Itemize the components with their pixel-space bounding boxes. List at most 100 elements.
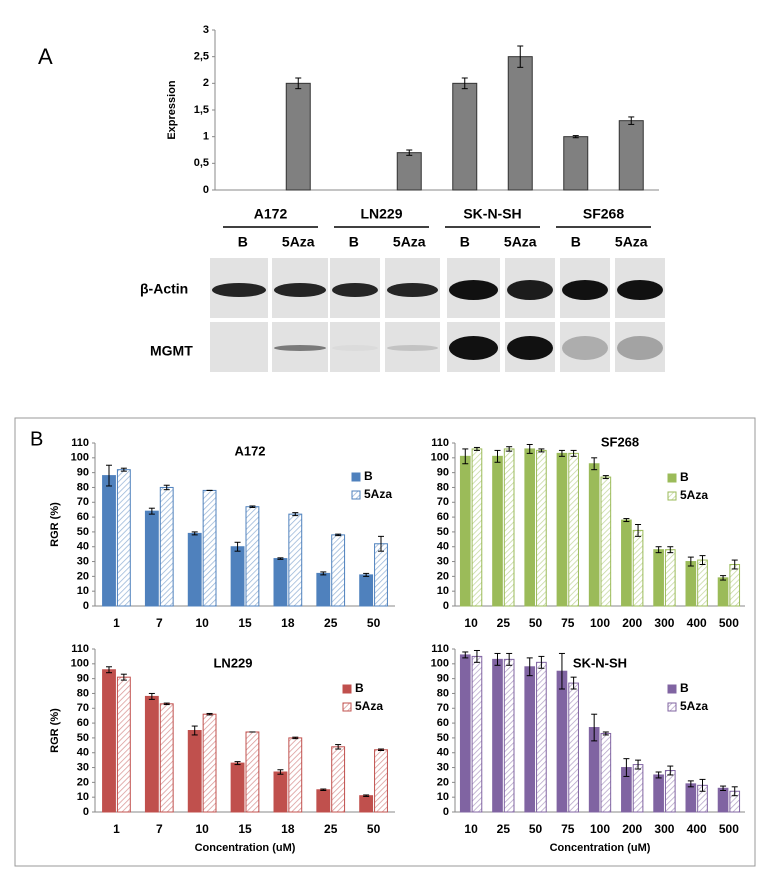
legend-swatch: [667, 702, 677, 712]
bar: [359, 574, 374, 607]
x-tick-label: 100: [590, 616, 610, 630]
error-bar: [494, 652, 501, 666]
bar: [144, 695, 159, 813]
x-tick-label: 18: [281, 822, 295, 836]
bar: [187, 532, 202, 607]
panel-b-frame: [14, 417, 756, 867]
y-tick-label: 40: [77, 747, 89, 759]
y-tick-label: 50: [437, 732, 449, 744]
chart-title: A172: [234, 443, 265, 458]
x-tick-label: 10: [464, 616, 478, 630]
error-bar: [635, 524, 642, 537]
x-tick-label: 200: [622, 822, 642, 836]
error-bar: [206, 712, 213, 716]
y-tick-label: 30: [77, 761, 89, 773]
bar: [159, 486, 174, 607]
x-tick-label: 500: [719, 822, 739, 836]
error-bar: [731, 786, 738, 797]
bar: [202, 489, 217, 607]
x-tick-label: 18: [281, 616, 295, 630]
blot-band: [507, 336, 553, 360]
error-bar: [655, 546, 662, 554]
bar: [600, 476, 612, 607]
y-tick-label: 20: [437, 776, 449, 788]
legend-swatch: [667, 473, 677, 483]
legend-swatch: [351, 490, 361, 500]
y-tick-label: 110: [71, 643, 89, 655]
blot-band: [617, 280, 663, 300]
error-bar: [292, 736, 299, 740]
group-label: LN229: [360, 206, 402, 222]
blot-band: [507, 280, 553, 300]
bar: [524, 448, 536, 607]
y-tick-label: 10: [77, 791, 89, 803]
x-tick-label: 200: [622, 616, 642, 630]
bar: [536, 661, 547, 813]
y-tick-label: 70: [77, 702, 89, 714]
x-axis-label: Concentration (uM): [195, 842, 296, 854]
legend-swatch: [667, 491, 677, 501]
blot-lane: [210, 322, 268, 372]
bar: [331, 534, 346, 607]
bar: [492, 658, 503, 813]
bar: [316, 789, 331, 813]
error-bar: [295, 77, 302, 90]
bar: [664, 549, 676, 607]
x-tick-label: 300: [654, 616, 674, 630]
x-tick-label: 1: [113, 616, 120, 630]
error-bar: [538, 655, 545, 669]
bar: [102, 669, 116, 813]
y-tick-label: 30: [437, 555, 449, 567]
x-tick-label: 5Aza: [615, 234, 648, 250]
bar: [116, 676, 131, 813]
error-bar: [163, 484, 170, 491]
bar: [459, 654, 471, 813]
bar: [600, 732, 612, 813]
error-bar: [462, 448, 469, 465]
blot-band: [212, 283, 266, 297]
error-bar: [320, 571, 327, 576]
error-bar: [526, 657, 533, 677]
x-tick-label: 10: [195, 822, 209, 836]
y-tick-label: 60: [77, 511, 89, 523]
x-tick-label: 75: [561, 822, 575, 836]
x-tick-label: B: [460, 234, 470, 250]
error-bar: [506, 652, 513, 666]
y-tick-label: 30: [77, 555, 89, 567]
chart-title: LN229: [213, 655, 252, 670]
bar: [492, 455, 503, 607]
bar: [653, 549, 664, 607]
bar: [621, 519, 632, 607]
bar: [503, 658, 515, 813]
legend-label: 5Aza: [680, 488, 708, 502]
x-tick-label: 400: [687, 616, 707, 630]
error-bar: [106, 666, 112, 674]
error-bar: [363, 572, 370, 577]
legend-swatch: [342, 702, 352, 712]
legend-swatch: [667, 684, 677, 694]
x-tick-label: 50: [367, 822, 381, 836]
bar: [202, 713, 217, 813]
error-bar: [148, 507, 155, 515]
error-bar: [720, 575, 727, 581]
y-tick-label: 20: [77, 776, 89, 788]
y-tick-label: 0: [443, 806, 449, 818]
bar: [471, 448, 483, 607]
x-tick-label: 400: [687, 822, 707, 836]
group-label: A172: [254, 206, 288, 222]
error-bar: [234, 541, 241, 552]
error-bar: [234, 761, 241, 766]
y-axis-label: RGR (%): [49, 708, 61, 753]
bar: [717, 577, 729, 607]
blot-lane: [385, 322, 440, 372]
legend-label: B: [680, 681, 689, 695]
blot-band: [562, 280, 608, 300]
legend-swatch: [351, 472, 361, 482]
bar: [536, 449, 547, 607]
blot-row-label: β-Actin: [140, 281, 188, 297]
legend-label: 5Aza: [364, 487, 392, 501]
x-tick-label: 15: [238, 822, 252, 836]
bar: [452, 82, 478, 191]
legend-label: B: [355, 681, 364, 695]
bar: [717, 787, 729, 813]
